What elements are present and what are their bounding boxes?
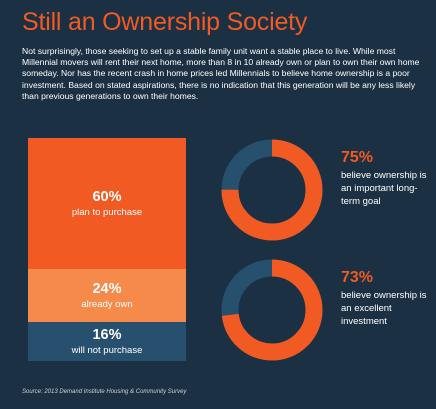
stat-description: believe ownership is an important long-t… xyxy=(341,170,427,207)
page-title: Still an Ownership Society xyxy=(22,8,308,36)
bar-category-label: will not purchase xyxy=(71,344,143,356)
intro-paragraph: Not surprisingly, those seeking to set u… xyxy=(22,46,420,101)
donut-value-slice xyxy=(221,259,323,361)
bar-value-label: 16% xyxy=(92,326,122,343)
donut-value-slice xyxy=(221,139,323,241)
bar-category-label: already own xyxy=(81,298,133,310)
donut-chart-excellent-investment xyxy=(221,259,323,361)
donut-chart-long-term-goal xyxy=(221,139,323,241)
bar-value-label: 60% xyxy=(92,188,122,205)
bar-value-label: 24% xyxy=(92,280,122,297)
bar-category-label: plan to purchase xyxy=(71,206,143,218)
stat-description: believe ownership is an excellent invest… xyxy=(341,290,427,327)
stat-value: 73% xyxy=(341,269,374,286)
stat-excellent-investment: 73% believe ownership is an excellent in… xyxy=(341,268,431,328)
source-note: Source: 2013 Demand Institute Housing & … xyxy=(22,389,187,395)
bar-already-own: 24% already own xyxy=(28,269,186,322)
stat-value: 75% xyxy=(341,149,374,166)
bar-plan-to-purchase: 60% plan to purchase xyxy=(28,138,186,269)
stat-long-term-goal: 75% believe ownership is an important lo… xyxy=(341,148,431,208)
bar-will-not-purchase: 16% will not purchase xyxy=(28,322,186,361)
